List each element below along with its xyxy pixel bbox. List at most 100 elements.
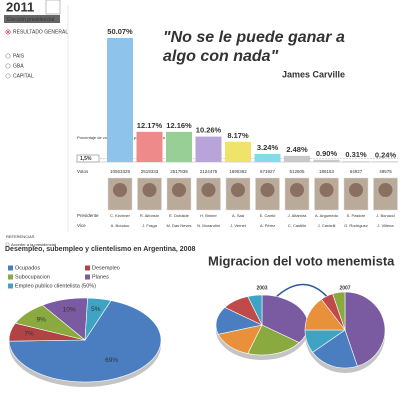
candidate-face [290,183,304,197]
subtitle: Elección presidencial [7,17,54,23]
legend-label: Planes [92,274,109,280]
pie-value-label: 7% [24,331,34,338]
legend-label: Desempleo [92,265,120,271]
president-name: E. Duhalde [169,213,190,218]
sidebar-item[interactable]: PAIS [13,53,25,59]
votes: 10563329 [110,169,131,174]
president-name: A. Saá [232,213,245,218]
candidate-face [231,183,245,197]
pie-slice [344,291,386,367]
candidate-face [113,183,127,197]
vice-name: M. Das Neves [166,223,191,228]
pie-slice [84,297,112,342]
legend-label: Ocupados [15,265,40,271]
quote-author: James Carville [282,69,345,79]
pie-slice [247,294,263,326]
pie-value-label: 5% [91,306,101,313]
president-name: R. Alfonsín [140,213,159,218]
votes: 186163 [319,169,335,174]
legend-label: Empleo publico clientelista (50%) [15,283,96,289]
vice-name: G. Rodríguez [344,223,368,228]
value-label: 12.16% [166,121,192,130]
pie-title: 2007 [339,285,350,291]
president-name: H. Binner [200,213,217,218]
president-name: S. Pastore [347,213,366,218]
value-label: 0.24% [375,150,397,159]
value-label: 3.24% [257,143,279,152]
sidebar-item[interactable]: RESULTADO GENERAL [13,29,68,35]
vice-name: J. Villena [377,223,394,228]
votes: 2517839 [170,169,188,174]
migration-title: Migracion del voto menemista [208,253,395,268]
sidebar-item[interactable]: GBA [13,63,24,69]
quote-line: algo con nada" [163,48,279,65]
legend-swatch [8,274,13,280]
references-title: REFERENCIAS [6,234,35,239]
vice-name: J. Cardelli [318,223,336,228]
president-name: E. Carrió [260,213,277,218]
bar [313,159,340,162]
threshold-label: 1,5% [80,156,92,162]
president-name: J. Altamira [288,213,307,218]
value-label: 12.17% [137,121,163,130]
president-name: A. Argumedo [315,213,339,218]
bar [284,155,310,162]
pie-slice [8,300,162,383]
radio[interactable] [5,73,11,79]
bar [254,153,281,162]
legend-swatch [8,283,13,289]
legend-swatch [85,265,90,271]
row-label: Vice [77,223,86,228]
votes: 512605 [289,169,305,174]
vice-name: A. Pérez [260,223,275,228]
candidate-face [319,183,334,197]
candidate-face [378,183,393,197]
sidebar-item[interactable]: CAPITAL [13,73,34,79]
bar [136,131,163,162]
votes: 2519333 [141,169,159,174]
checkbox[interactable] [5,242,10,247]
candidate-face [142,183,157,197]
legend-label: Subocupacion [15,274,50,280]
arrow [274,283,331,301]
pie-slice [261,294,309,343]
candidate-face [260,183,275,197]
value-label: 50.07% [107,27,133,36]
value-label: 2.48% [286,145,308,154]
value-label: 8.17% [227,131,249,140]
bar [225,141,251,162]
vice-name: A. Boudou [111,223,130,228]
president-name: J. Bonacci [376,213,395,218]
legend-swatch [85,274,90,280]
radio[interactable] [5,63,11,69]
radio[interactable] [5,53,11,59]
quote-line: "No se le puede ganar a [163,29,345,46]
votes: 2124475 [200,169,218,174]
value-label: 0.31% [345,150,367,159]
pie-value-label: 10% [63,306,76,313]
year: 2011 [6,0,34,14]
pie-value-label: 9% [37,317,47,324]
vice-name: N. Morandini [197,223,220,228]
pie-slice [312,329,358,369]
candidate-face [349,183,363,197]
header-box [45,0,61,15]
president-name: C. Kirchner [110,213,131,218]
votes: 671927 [260,169,276,174]
bar [195,136,222,162]
value-label: 10.26% [196,126,222,135]
candidate-face [201,183,216,197]
radio-dot [7,31,9,33]
votes: 49575 [379,169,392,174]
bar [372,161,399,162]
value-label: 0.90% [316,149,338,158]
bar [166,131,192,162]
pie-value-label: 69% [105,357,118,364]
pie-title: Desempleo, subempleo y clientelismo en A… [5,246,195,253]
vice-name: C. Castillo [288,223,307,228]
legend-swatch [8,265,13,271]
vice-name: J. Vernet [230,223,247,228]
pie-title: 2003 [256,285,267,291]
candidate-face [172,183,186,197]
